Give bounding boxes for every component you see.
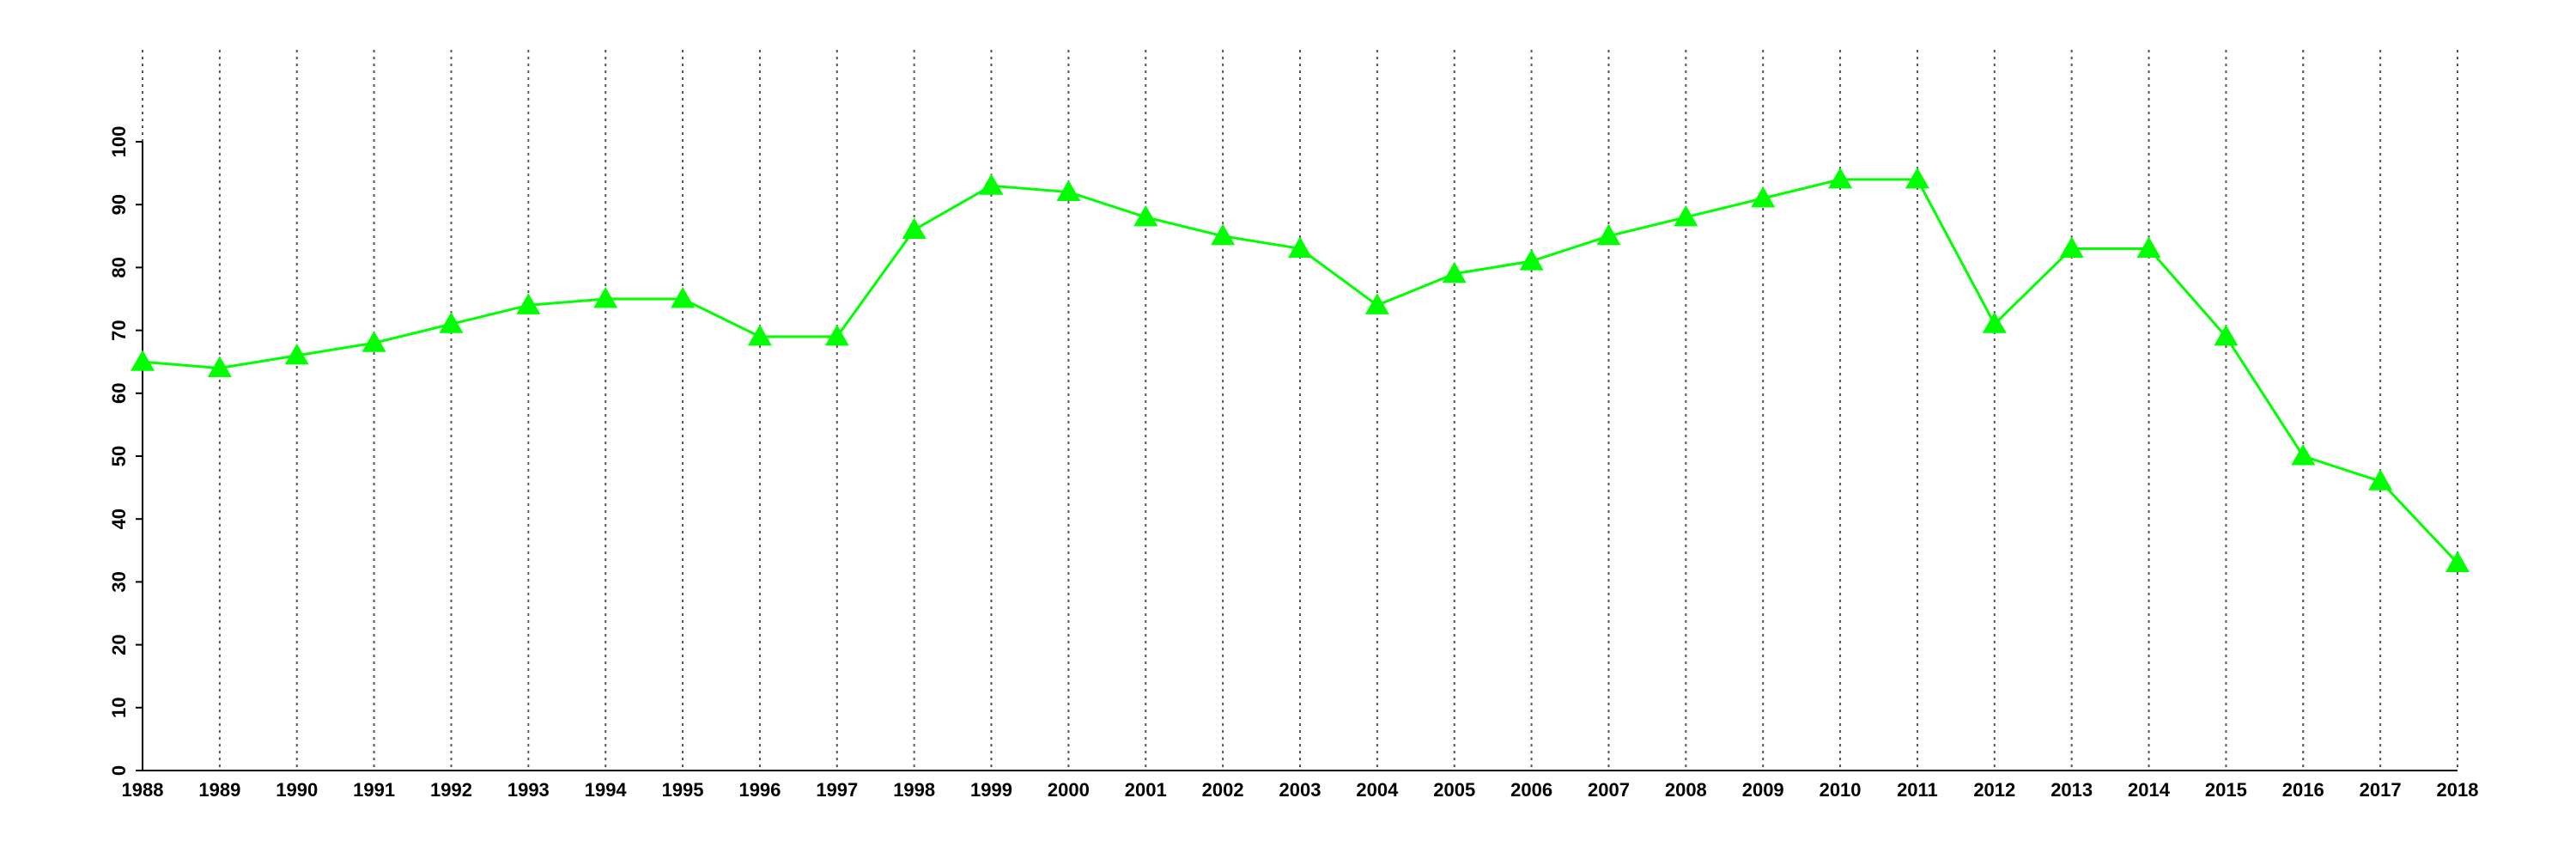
x-tick-label: 2004 xyxy=(1356,779,1399,801)
x-tick-label: 2002 xyxy=(1202,779,1244,801)
x-tick-label: 1994 xyxy=(585,779,628,801)
x-tick-label: 2005 xyxy=(1433,779,1475,801)
x-tick-label: 2011 xyxy=(1897,779,1938,801)
y-tick-label: 70 xyxy=(108,320,130,340)
marker xyxy=(1056,180,1081,202)
marker xyxy=(902,217,927,239)
marker xyxy=(979,174,1004,195)
x-tick-label: 1998 xyxy=(893,779,935,801)
marker xyxy=(824,324,849,346)
x-tick-label: 1993 xyxy=(507,779,550,801)
marker xyxy=(439,312,464,333)
y-tick-label: 80 xyxy=(108,257,130,277)
x-tick-label: 1995 xyxy=(662,779,704,801)
marker xyxy=(2059,236,2084,258)
marker xyxy=(1828,167,1853,189)
marker xyxy=(284,343,309,365)
x-tick-label: 1992 xyxy=(430,779,472,801)
x-tick-label: 1991 xyxy=(353,779,395,801)
x-tick-label: 2010 xyxy=(1820,779,1862,801)
y-tick-label: 100 xyxy=(108,126,130,158)
y-tick-label: 30 xyxy=(108,571,130,592)
x-tick-label: 1999 xyxy=(970,779,1012,801)
marker xyxy=(2368,469,2393,490)
marker xyxy=(131,350,155,371)
y-tick-label: 0 xyxy=(108,765,130,776)
x-tick-label: 2012 xyxy=(1973,779,2015,801)
marker xyxy=(1674,204,1698,227)
x-tick-label: 1988 xyxy=(122,779,164,801)
marker xyxy=(1364,293,1389,314)
marker xyxy=(1211,223,1236,246)
marker xyxy=(747,324,772,346)
x-tick-label: 1989 xyxy=(198,779,240,801)
marker xyxy=(1519,249,1544,271)
y-tick-label: 50 xyxy=(108,446,130,466)
y-tick-label: 20 xyxy=(108,634,130,655)
x-tick-label: 2009 xyxy=(1742,779,1784,801)
x-tick-label: 1996 xyxy=(738,779,781,801)
x-tick-label: 2008 xyxy=(1665,779,1707,801)
marker xyxy=(1751,186,1776,208)
marker xyxy=(516,293,541,314)
x-tick-label: 2013 xyxy=(2050,779,2093,801)
x-tick-label: 2000 xyxy=(1048,779,1090,801)
marker xyxy=(361,331,386,352)
y-tick-label: 10 xyxy=(108,698,130,718)
x-tick-label: 2014 xyxy=(2128,779,2171,801)
x-tick-label: 2015 xyxy=(2205,779,2247,801)
marker xyxy=(671,287,696,308)
marker xyxy=(1905,167,1929,189)
x-tick-label: 2006 xyxy=(1510,779,1552,801)
marker xyxy=(2445,551,2470,572)
marker xyxy=(1596,223,1621,246)
x-tick-label: 2001 xyxy=(1125,779,1167,801)
x-tick-label: 1990 xyxy=(276,779,318,801)
x-tick-label: 2007 xyxy=(1588,779,1630,801)
y-tick-label: 60 xyxy=(108,383,130,404)
x-tick-label: 2003 xyxy=(1279,779,1321,801)
y-tick-label: 40 xyxy=(108,509,130,529)
x-tick-label: 2018 xyxy=(2437,779,2479,801)
marker xyxy=(207,356,232,378)
marker xyxy=(1288,236,1312,258)
x-tick-label: 2016 xyxy=(2282,779,2324,801)
marker xyxy=(1133,204,1158,227)
y-tick-label: 90 xyxy=(108,194,130,215)
x-tick-label: 1997 xyxy=(816,779,858,801)
marker xyxy=(1442,261,1467,283)
marker xyxy=(2214,324,2239,346)
marker xyxy=(2291,444,2316,466)
marker xyxy=(1982,312,2007,333)
marker xyxy=(593,287,618,308)
marker xyxy=(2136,236,2161,258)
x-tick-label: 2017 xyxy=(2360,779,2402,801)
